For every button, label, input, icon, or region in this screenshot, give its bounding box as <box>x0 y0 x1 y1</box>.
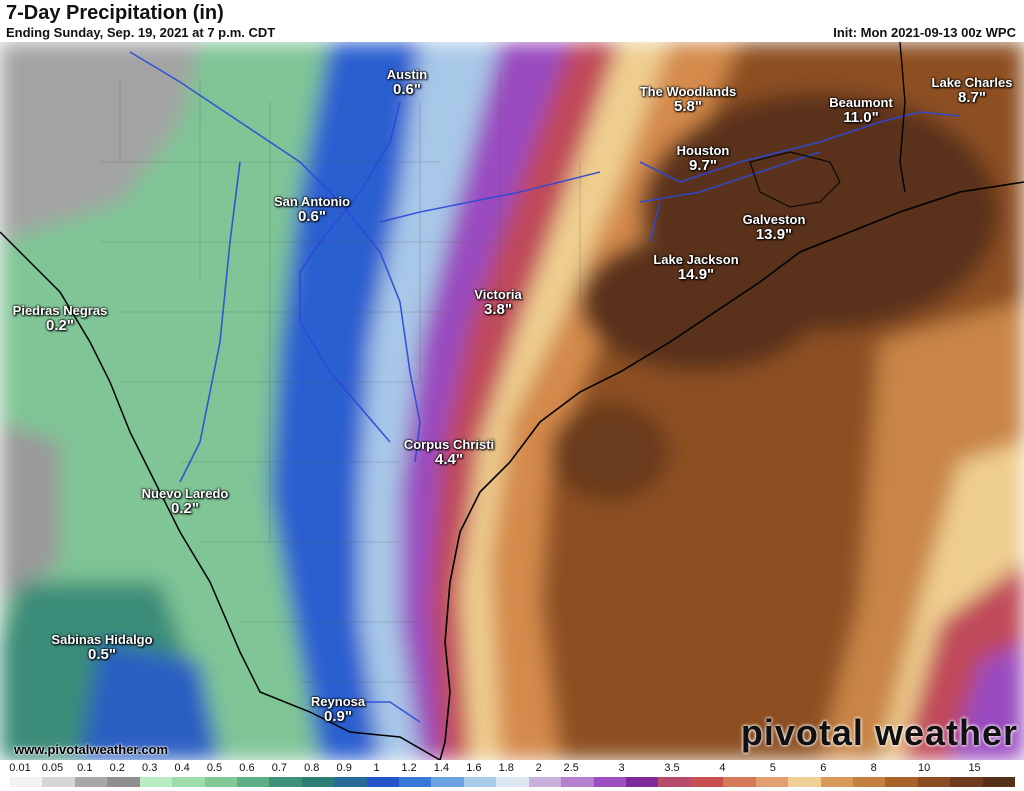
legend-swatch <box>10 777 43 787</box>
city-label-san-antonio: San Antonio 0.6" <box>273 194 351 225</box>
city-label-austin: Austin 0.6" <box>386 67 428 98</box>
legend-swatch <box>496 777 529 787</box>
legend-swatch <box>42 777 75 787</box>
legend-label: 6 <box>820 762 827 774</box>
init-time: Init: Mon 2021-09-13 00z WPC <box>833 25 1016 40</box>
legend-swatch <box>593 777 627 787</box>
legend-label: 2 <box>535 762 542 774</box>
legend-label: 4 <box>719 762 726 774</box>
city-label-sabinas-hidalgo: Sabinas Hidalgo 0.5" <box>51 632 153 663</box>
legend-swatch <box>366 777 400 787</box>
legend-swatch <box>788 777 821 787</box>
legend-swatch <box>399 777 432 787</box>
precip-field <box>0 42 1024 760</box>
legend-swatch <box>561 777 594 787</box>
legend-label: 0.4 <box>174 762 190 774</box>
legend-label: 0.2 <box>109 762 125 774</box>
map-title: 7-Day Precipitation (in) <box>6 2 224 24</box>
legend-swatch <box>982 777 1016 787</box>
legend-swatch <box>885 777 918 787</box>
header: 7-Day Precipitation (in) Ending Sunday, … <box>0 0 1024 42</box>
legend-label: 3 <box>618 762 625 774</box>
legend-label: 15 <box>968 762 981 774</box>
legend-bar <box>10 777 1016 787</box>
legend-swatch <box>690 777 724 787</box>
legend-swatch <box>950 777 983 787</box>
legend-label: 5 <box>769 762 776 774</box>
legend-swatch <box>852 777 886 787</box>
legend-swatch <box>334 777 367 787</box>
legend-label: 1.6 <box>466 762 482 774</box>
legend-label: 2.5 <box>563 762 579 774</box>
legend-swatch <box>820 777 853 787</box>
city-label-the-woodlands: The Woodlands 5.8" <box>639 84 737 115</box>
city-label-corpus-christi: Corpus Christi 4.4" <box>403 437 495 468</box>
valid-time: Ending Sunday, Sep. 19, 2021 at 7 p.m. C… <box>6 25 276 40</box>
city-label-houston: Houston 9.7" <box>676 143 730 174</box>
legend-label: 0.9 <box>336 762 352 774</box>
precipitation-map[interactable]: Austin 0.6" San Antonio 0.6" The Woodlands… <box>0 42 1024 760</box>
legend-label: 8 <box>870 762 877 774</box>
legend-swatch <box>107 777 140 787</box>
us-mexico-border <box>0 231 441 760</box>
legend-swatch <box>658 777 691 787</box>
city-label-lake-charles: Lake Charles 8.7" <box>931 75 1013 106</box>
city-label-beaumont: Beaumont 11.0" <box>829 95 893 126</box>
legend-swatch <box>463 777 497 787</box>
legend-swatch <box>301 777 335 787</box>
city-label-victoria: Victoria 3.8" <box>474 287 522 318</box>
legend-swatch <box>626 777 659 787</box>
brand-logo: pivotal weather <box>740 712 1018 753</box>
legend-swatch <box>755 777 789 787</box>
legend-label: 0.3 <box>142 762 158 774</box>
city-label-nuevo-laredo: Nuevo Laredo 0.2" <box>141 486 229 517</box>
legend-label: 0.01 <box>9 762 31 774</box>
city-label-reynosa: Reynosa 0.9" <box>310 694 366 725</box>
legend-label: 0.8 <box>304 762 320 774</box>
map-canvas <box>0 42 1024 760</box>
bay-outline <box>749 151 841 208</box>
city-label-galveston: Galveston 13.9" <box>742 212 806 243</box>
legend-label: 1 <box>373 762 380 774</box>
legend-swatch <box>236 777 270 787</box>
legend-label: 3.5 <box>664 762 680 774</box>
legend-label: 0.7 <box>271 762 287 774</box>
legend-swatch <box>204 777 237 787</box>
legend-label: 1.2 <box>401 762 417 774</box>
legend-swatch <box>269 777 302 787</box>
legend-label: 0.1 <box>77 762 93 774</box>
legend-swatch <box>917 777 951 787</box>
legend-label: 0.6 <box>239 762 255 774</box>
legend-swatch <box>74 777 108 787</box>
legend-labels: 0.01 0.05 0.1 0.2 0.3 0.4 0.5 0.6 0.7 0.8 0.9 1 1.2 1… <box>0 762 1024 776</box>
legend-swatch <box>723 777 756 787</box>
rivers <box>129 51 961 723</box>
legend-label: 1.4 <box>433 762 450 774</box>
legend-label: 10 <box>918 762 931 774</box>
legend-swatch <box>139 777 173 787</box>
legend-label: 0.05 <box>41 762 64 774</box>
legend-swatch <box>172 777 205 787</box>
legend-swatch <box>528 777 562 787</box>
state-line <box>899 42 906 193</box>
website-url[interactable]: www.pivotalweather.com <box>14 742 169 757</box>
city-label-lake-jackson: Lake Jackson 14.9" <box>653 252 739 283</box>
color-legend: 0.01 0.05 0.1 0.2 0.3 0.4 0.5 0.6 0.7 0.8 0.9 1 1.2 1… <box>0 760 1024 791</box>
city-label-piedras-negras: Piedras Negras 0.2" <box>12 303 108 334</box>
legend-swatch <box>431 777 464 787</box>
legend-label: 1.8 <box>498 762 514 774</box>
legend-label: 0.5 <box>206 762 223 774</box>
coastline <box>439 181 1024 760</box>
